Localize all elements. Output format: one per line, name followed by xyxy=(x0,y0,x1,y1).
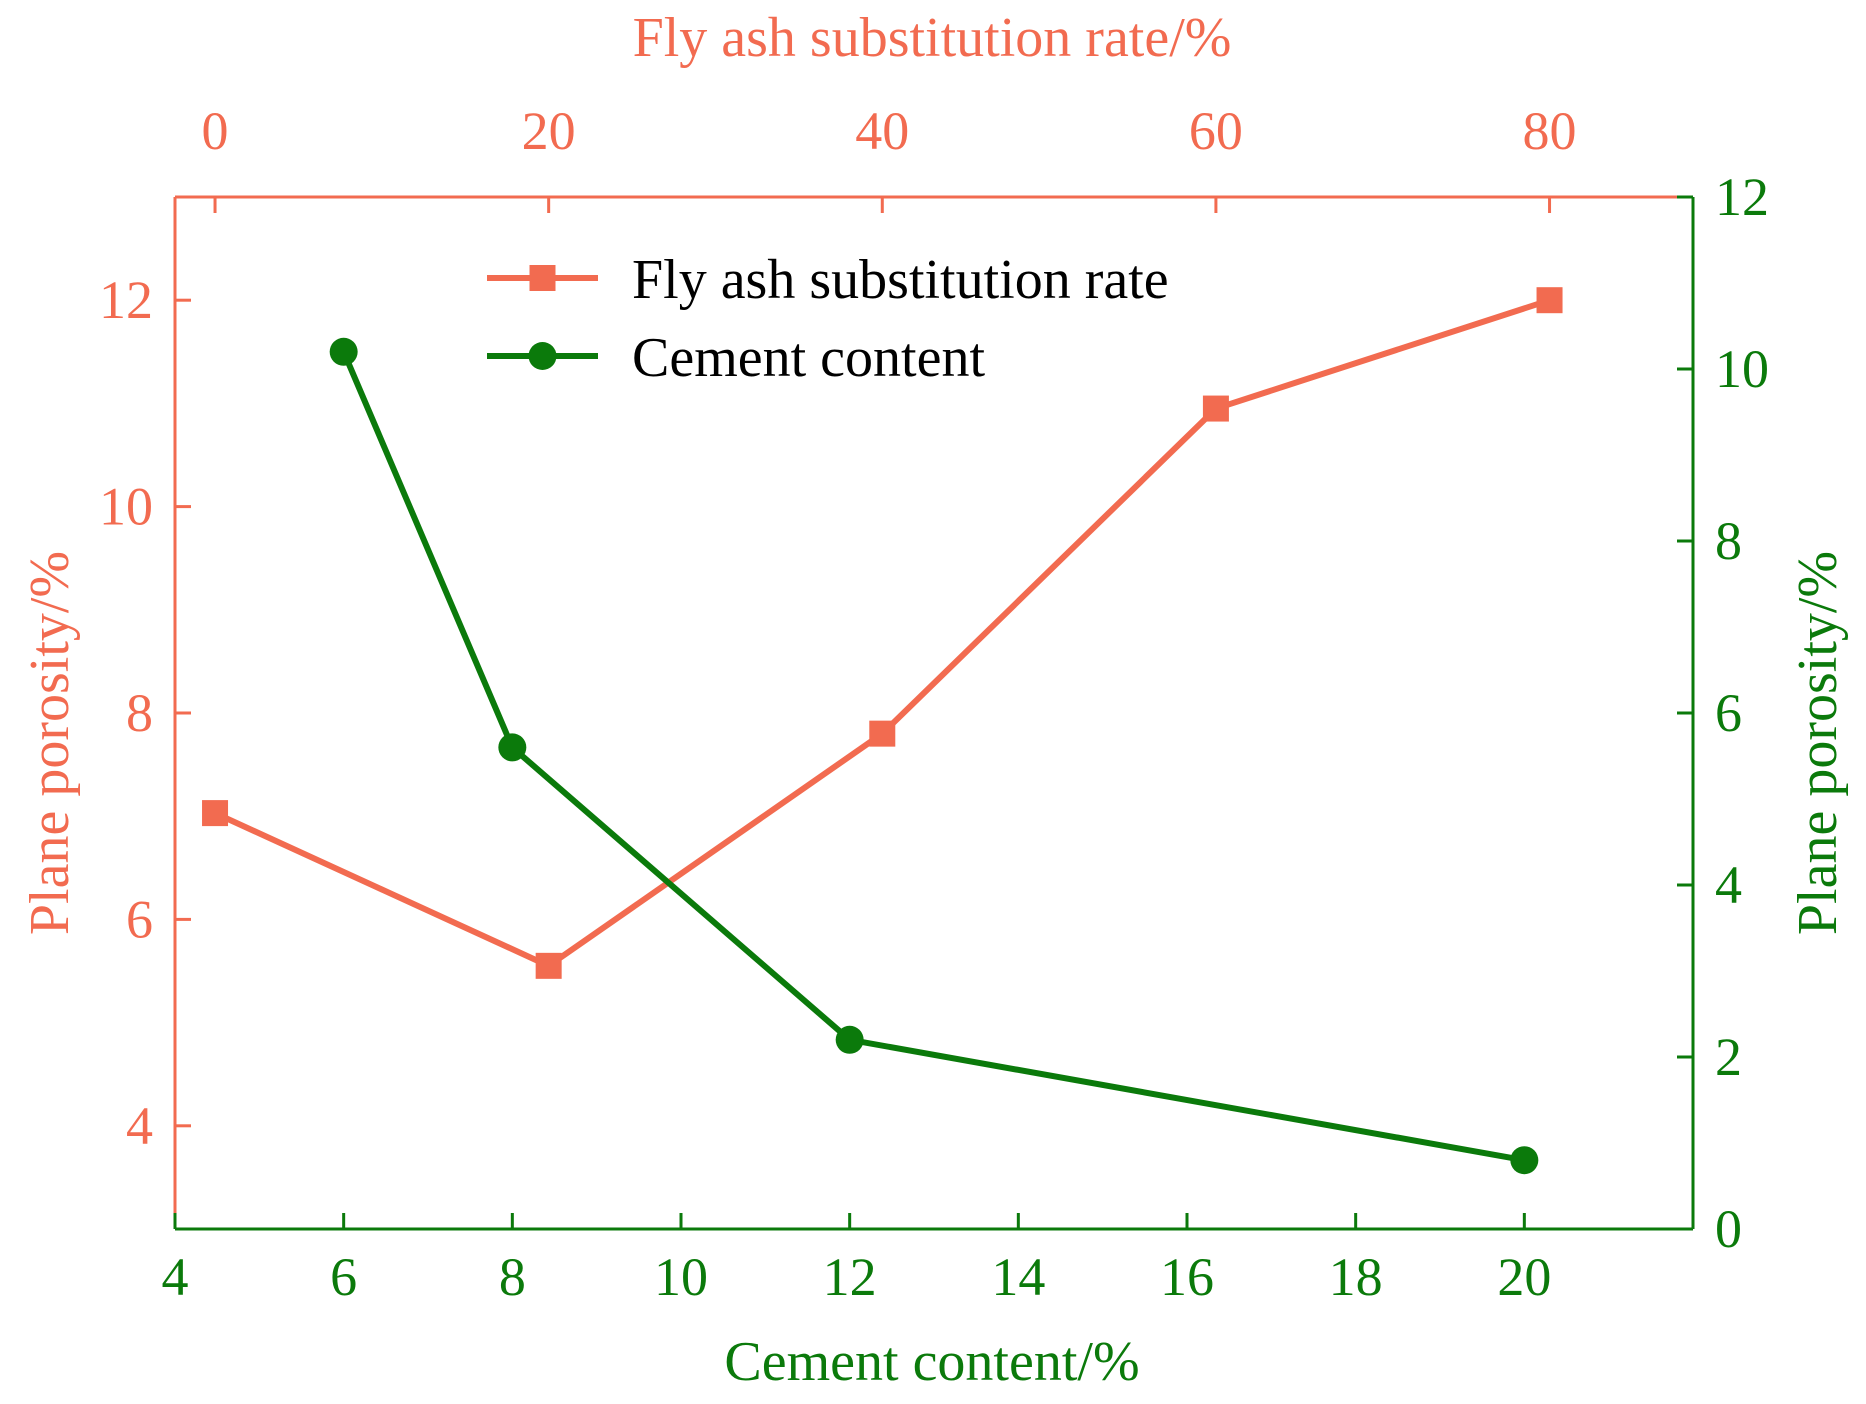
top-axis-title: Fly ash substitution rate/% xyxy=(633,7,1232,69)
right-axis-tick-label: 10 xyxy=(1715,339,1769,399)
right-axis-tick-label: 4 xyxy=(1715,855,1742,915)
right-axis-tick-label: 8 xyxy=(1715,511,1742,571)
left-axis-tick-label: 10 xyxy=(99,477,153,537)
fly-ash-data-point-marker xyxy=(535,952,562,979)
cement-data-point-marker xyxy=(835,1025,864,1054)
bottom-axis-tick-label: 6 xyxy=(330,1247,357,1307)
bottom-axis-tick-label: 20 xyxy=(1497,1247,1551,1307)
left-axis-tick-label: 6 xyxy=(126,889,153,949)
fly-ash-data-point-marker xyxy=(1536,287,1563,314)
bottom-axis-tick-label: 14 xyxy=(991,1247,1045,1307)
bottom-axis-tick-label: 12 xyxy=(823,1247,877,1307)
top-axis-tick-label: 0 xyxy=(202,101,229,161)
legend-label-cement: Cement content xyxy=(632,327,985,389)
right-axis-tick-label: 2 xyxy=(1715,1027,1742,1087)
cement-series-line xyxy=(340,350,1525,1164)
left-axis-tick-label: 4 xyxy=(126,1096,153,1156)
legend-label-fly-ash: Fly ash substitution rate xyxy=(632,249,1169,311)
legend-marker-fly-ash xyxy=(529,265,556,291)
top-axis-tick-label: 60 xyxy=(1189,101,1243,161)
bottom-axis-title: Cement content/% xyxy=(724,1331,1139,1393)
fly-ash-data-point-marker xyxy=(202,800,229,827)
bottom-axis-tick-label: 8 xyxy=(499,1247,526,1307)
bottom-axis-tick-label: 16 xyxy=(1160,1247,1214,1307)
legend-marker-cement xyxy=(528,342,557,370)
bottom-axis-tick-label: 10 xyxy=(654,1247,708,1307)
right-axis-tick-label: 0 xyxy=(1715,1199,1742,1259)
fly-ash-data-point-marker xyxy=(869,720,896,747)
right-axis-tick-label: 12 xyxy=(1715,167,1769,227)
cement-data-point-marker xyxy=(1510,1146,1539,1175)
fly-ash-series-line xyxy=(213,297,1551,969)
bottom-axis-tick-label: 18 xyxy=(1329,1247,1383,1307)
right-axis-tick-label: 6 xyxy=(1715,683,1742,743)
top-axis-tick-label: 20 xyxy=(522,101,576,161)
bottom-axis-tick-label: 4 xyxy=(162,1247,189,1307)
top-axis-tick-label: 40 xyxy=(855,101,909,161)
fly-ash-data-point-marker xyxy=(1202,395,1229,422)
right-axis-title: Plane porosity/% xyxy=(1787,551,1849,935)
left-axis-tick-label: 12 xyxy=(99,270,153,330)
left-axis-tick-label: 8 xyxy=(126,683,153,743)
cement-data-point-marker xyxy=(498,733,527,762)
top-axis-tick-label: 80 xyxy=(1523,101,1577,161)
cement-data-point-marker xyxy=(329,337,358,366)
left-axis-title: Plane porosity/% xyxy=(19,551,81,935)
